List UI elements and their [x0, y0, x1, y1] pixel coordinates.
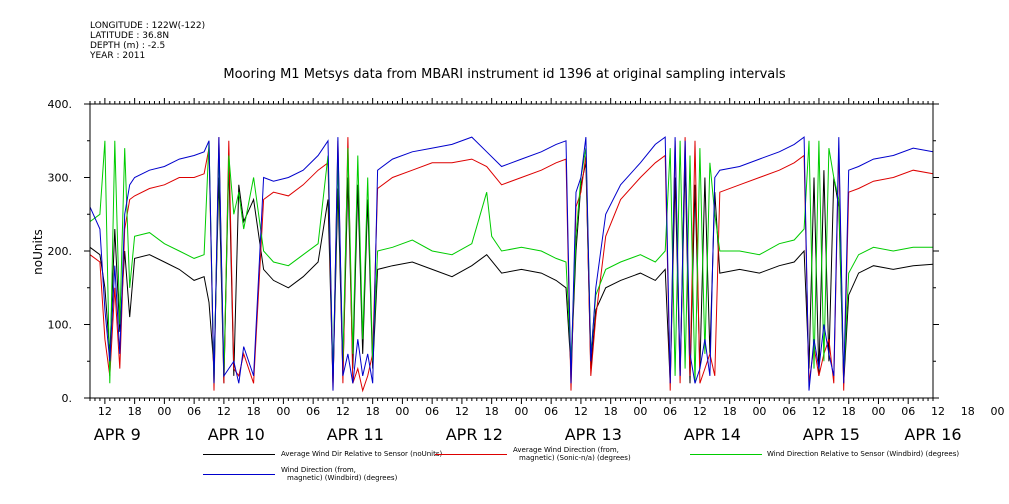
x-tick-label: 00 [276, 405, 290, 418]
x-tick-label: 06 [544, 405, 558, 418]
x-tick-label: 00 [633, 405, 647, 418]
legend-label-4: Wind Direction (from, magnetic) (Windbird… [281, 466, 398, 482]
x-tick-label: 18 [485, 405, 499, 418]
x-tick-label: 00 [157, 405, 171, 418]
x-tick-label: 12 [455, 405, 469, 418]
x-tick-label: 06 [306, 405, 320, 418]
depth-label: DEPTH (m) : -2.5 [90, 41, 166, 51]
x-tick-label: 00 [514, 405, 528, 418]
y-tick-label: 100. [48, 319, 73, 332]
series-line-4 [89, 136, 934, 391]
series-line-2 [89, 137, 934, 393]
axis-layer: 0. 100. 200. 300. 400. 12 18 00 06 12 18 00 06 12 18 00… [48, 98, 1004, 444]
x-tick-label: 12 [812, 405, 826, 418]
x-tick-label: 18 [604, 405, 618, 418]
y-tick-label: 0. [62, 392, 73, 405]
x-tick-label: 12 [217, 405, 231, 418]
x-day-label: APR 13 [565, 425, 622, 444]
x-tick-label: 06 [663, 405, 677, 418]
legend-swatch-2 [435, 454, 507, 455]
legend-swatch-4 [203, 474, 275, 475]
x-tick-label: 18 [723, 405, 737, 418]
x-tick-label: 18 [961, 405, 975, 418]
x-tick-label: 00 [752, 405, 766, 418]
x-day-label: APR 14 [684, 425, 741, 444]
x-tick-label: 18 [128, 405, 142, 418]
x-day-label: APR 9 [94, 425, 141, 444]
legend-label-3: Wind Direction Relative to Sensor (Windb… [767, 450, 960, 458]
x-tick-label: 00 [395, 405, 409, 418]
x-tick-label: 18 [842, 405, 856, 418]
y-axis-label: noUnits [31, 229, 45, 275]
series-layer [89, 136, 934, 393]
legend-label-2: Average Wind Direction (from, magnetic) (… [513, 446, 631, 462]
legend-swatch-3 [690, 454, 762, 455]
x-day-label: APR 11 [327, 425, 384, 444]
x-day-label: APR 10 [208, 425, 265, 444]
x-day-label: APR 16 [904, 425, 961, 444]
x-tick-label: 12 [574, 405, 588, 418]
x-tick-label: 06 [782, 405, 796, 418]
legend-label-1: Average Wind Dir Relative to Sensor (noU… [281, 450, 443, 458]
x-tick-label: 00 [990, 405, 1004, 418]
x-tick-label: 06 [187, 405, 201, 418]
year-label: YEAR : 2011 [90, 51, 146, 61]
chart-title: Mooring M1 Metsys data from MBARI instru… [223, 67, 786, 82]
y-tick-label: 200. [48, 245, 73, 258]
x-day-label: APR 12 [446, 425, 503, 444]
y-tick-label: 400. [48, 98, 73, 111]
x-tick-label: 12 [336, 405, 350, 418]
x-tick-label: 12 [931, 405, 945, 418]
x-tick-label: 06 [901, 405, 915, 418]
legend-swatch-1 [203, 454, 275, 455]
x-tick-label: 12 [98, 405, 112, 418]
latitude-label: LATITUDE : 36.8N [90, 31, 170, 41]
metadata-block: LONGITUDE : 122W(-122) LATITUDE : 36.8N … [90, 21, 205, 61]
x-tick-label: 00 [871, 405, 885, 418]
x-tick-label: 12 [693, 405, 707, 418]
x-tick-label: 18 [366, 405, 380, 418]
x-tick-label: 06 [425, 405, 439, 418]
longitude-label: LONGITUDE : 122W(-122) [90, 21, 206, 31]
x-tick-label: 18 [247, 405, 261, 418]
x-day-label: APR 15 [803, 425, 860, 444]
y-tick-label: 300. [48, 172, 73, 185]
